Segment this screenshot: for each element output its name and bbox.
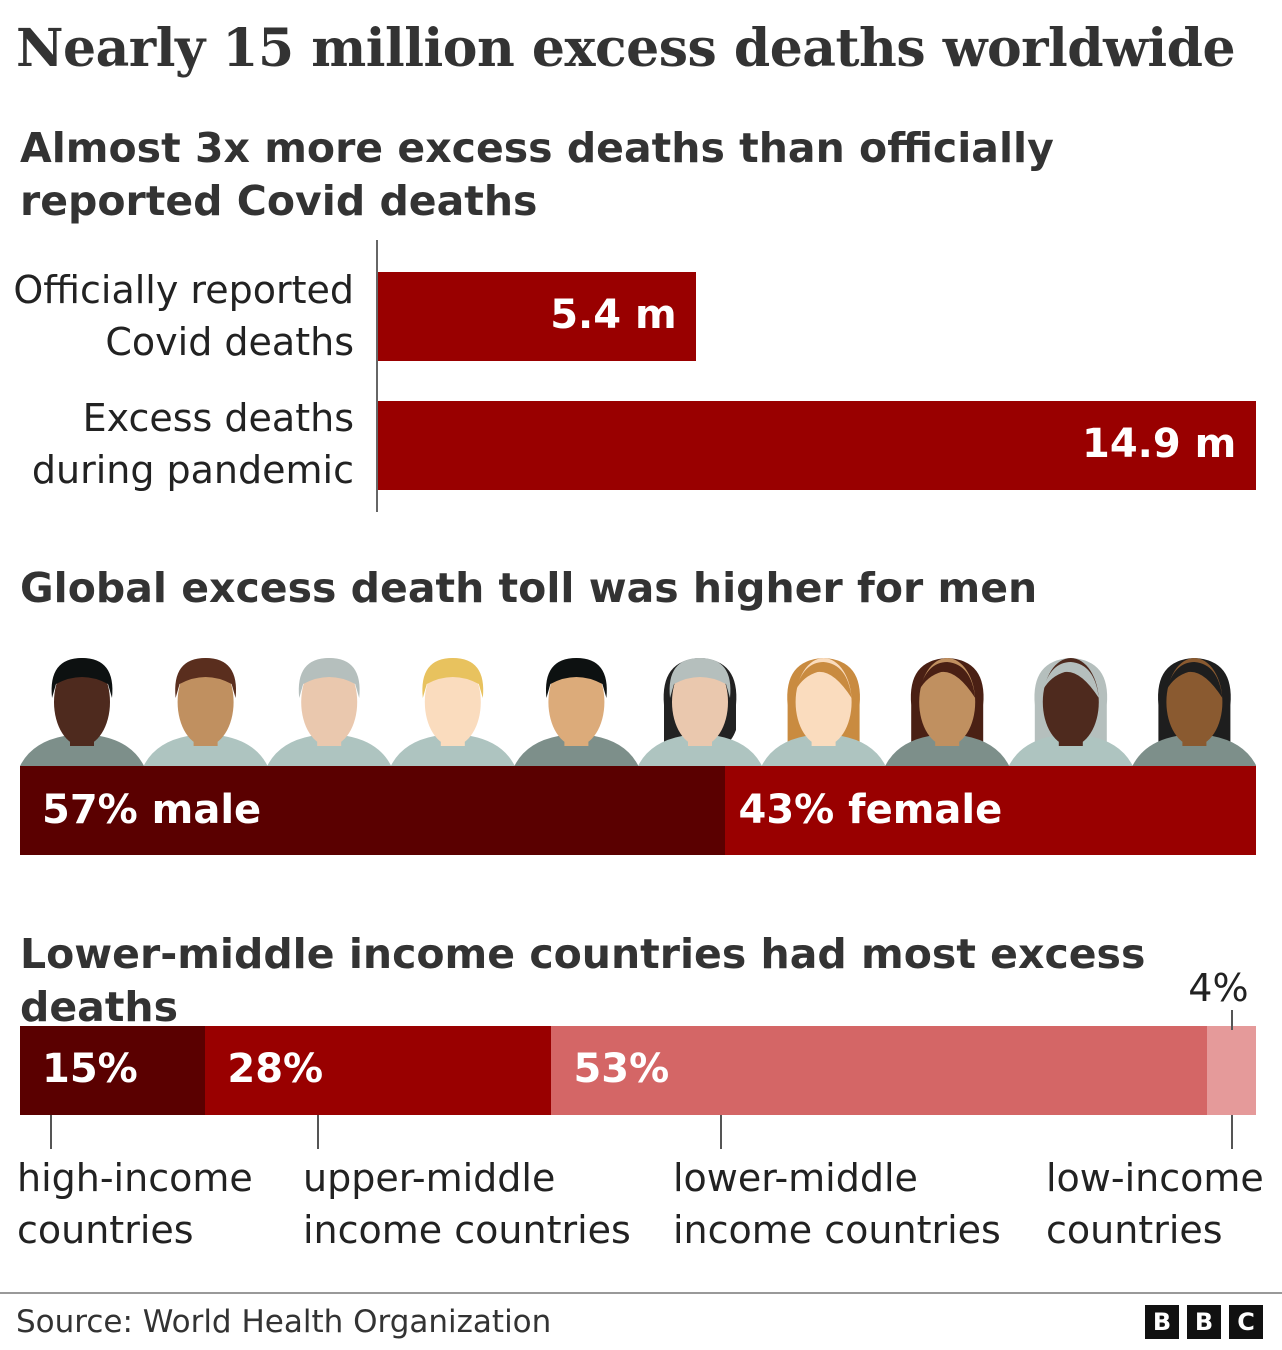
bar-label-excess: 14.9 m [1082, 421, 1237, 467]
category-line: lower-middle [673, 1156, 918, 1200]
face-icon [54, 658, 110, 746]
income-value-label: 4% [1188, 966, 1249, 1010]
income-bar-segment [20, 1026, 206, 1115]
chart1-axis [376, 240, 378, 512]
bar-official-covid [378, 272, 697, 361]
income-bar-segment [205, 1026, 552, 1115]
category-line: high-income [17, 1156, 253, 1200]
page-title: Nearly 15 million excess deaths worldwid… [16, 18, 1236, 79]
hair-icon [175, 658, 237, 698]
income-tick [50, 1115, 52, 1149]
chart3-title: Lower-middle income countries had most e… [20, 930, 1146, 1031]
category-line: low-income [1046, 1156, 1264, 1200]
shirt-icon [638, 736, 762, 766]
category-line: Officially reported [13, 268, 354, 312]
face-icon [177, 658, 234, 746]
shirt-icon [1008, 736, 1133, 766]
category-line: countries [1046, 1208, 1223, 1252]
category-line: upper-middle [303, 1156, 556, 1200]
shirt-icon [885, 736, 1010, 766]
fringe-icon [795, 662, 852, 698]
fringe-icon [1166, 662, 1223, 698]
hair-icon [545, 658, 607, 698]
shirt-icon [514, 736, 639, 766]
category-line: income countries [303, 1208, 631, 1252]
bar-female [724, 766, 1256, 855]
shirt-icon [143, 736, 268, 766]
income-value-label: 15% [42, 1046, 138, 1092]
income-value-label: 28% [227, 1046, 324, 1092]
bar-label-official: 5.4 m [550, 292, 677, 338]
income-bar-segment [1206, 1026, 1256, 1115]
bar-male [20, 766, 725, 855]
category-line: countries [17, 1208, 194, 1252]
shirt-icon [20, 736, 144, 766]
source-text: Source: World Health Organization [16, 1304, 552, 1340]
category-line: Excess deaths [82, 396, 354, 440]
face-icon [301, 658, 358, 746]
bar-excess-deaths [378, 401, 1256, 490]
chart1-title: Almost 3x more excess deaths than offici… [20, 124, 1054, 225]
chart2-title: Global excess death toll was higher for … [20, 564, 1038, 612]
income-value-label: 53% [573, 1046, 670, 1092]
category-line: Covid deaths [105, 320, 354, 364]
category-line: income countries [673, 1208, 1001, 1252]
income-tick [317, 1115, 319, 1149]
logo-letter: B [1187, 1305, 1221, 1339]
income-tick [720, 1115, 722, 1149]
fringe-icon [919, 662, 976, 698]
shirt-icon [267, 736, 392, 766]
logo-letter: B [1145, 1305, 1179, 1339]
shirt-icon [1132, 736, 1256, 766]
shirt-icon [390, 736, 515, 766]
footer-divider [0, 1292, 1282, 1294]
chart1-category-0: Officially reported Covid deaths [13, 264, 354, 368]
category-line: during pandemic [31, 448, 354, 492]
face-icon [672, 658, 728, 746]
income-category-label: high-income countries [17, 1152, 253, 1256]
hair-icon [669, 658, 731, 698]
bbc-logo: B B C [1145, 1305, 1263, 1339]
fringe-icon [1042, 662, 1099, 698]
income-bar-segment [551, 1026, 1207, 1115]
income-category-label: low-income countries [1046, 1152, 1264, 1256]
people-illustration [20, 658, 1256, 766]
chart1-category-1: Excess deaths during pandemic [32, 392, 354, 496]
shirt-icon [761, 736, 886, 766]
income-tick [1231, 1115, 1234, 1149]
hair-icon [422, 658, 484, 698]
face-icon [548, 658, 605, 746]
income-category-label: upper-middle income countries [303, 1152, 631, 1256]
hair-icon [51, 658, 113, 698]
face-icon [424, 658, 481, 746]
income-category-label: lower-middle income countries [673, 1152, 1001, 1256]
hair-icon [298, 658, 360, 698]
label-female: 43% female [738, 787, 1003, 833]
income-tick [1231, 1010, 1234, 1030]
logo-letter: C [1229, 1305, 1263, 1339]
label-male: 57% male [42, 787, 262, 833]
